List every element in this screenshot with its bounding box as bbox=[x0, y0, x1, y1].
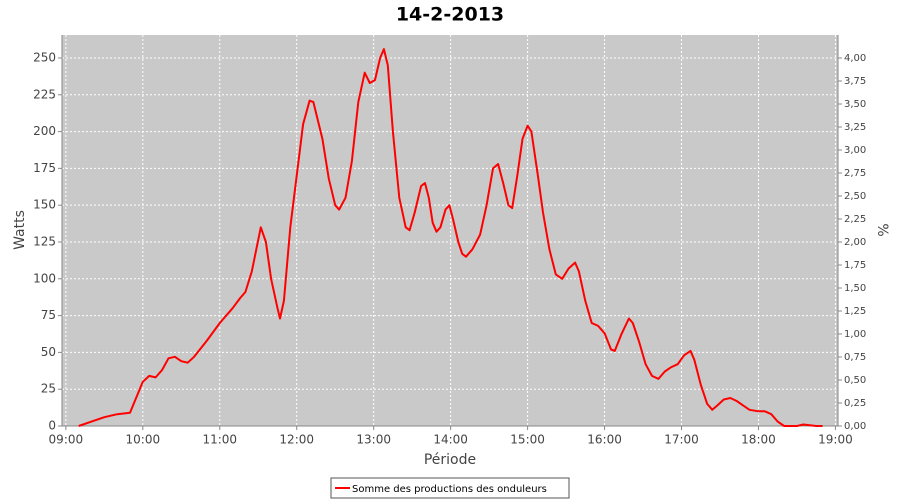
x-tick-label: 13:00 bbox=[356, 433, 391, 447]
legend bbox=[330, 477, 570, 499]
y2-tick-label: 2,75 bbox=[844, 168, 866, 179]
y-tick-label: 175 bbox=[33, 161, 56, 175]
plot-area bbox=[62, 35, 838, 426]
y-axis-title: Watts bbox=[12, 210, 28, 250]
legend-label: Somme des productions des onduleurs bbox=[352, 484, 547, 495]
x-tick-label: 11:00 bbox=[202, 433, 237, 447]
y-tick-label: 250 bbox=[33, 50, 56, 64]
y-tick-label: 25 bbox=[41, 382, 56, 396]
x-tick-label: 10:00 bbox=[126, 433, 161, 447]
y-tick-label: 0 bbox=[48, 419, 56, 433]
y2-tick-label: 3,25 bbox=[844, 122, 866, 133]
y-tick-label: 200 bbox=[33, 124, 56, 138]
y2-tick-label: 1,75 bbox=[844, 260, 866, 271]
y2-tick-label: 0,75 bbox=[844, 352, 866, 363]
x-axis-title: Période bbox=[424, 452, 476, 468]
y2-tick-label: 4,00 bbox=[844, 53, 866, 64]
y2-tick-label: 3,75 bbox=[844, 76, 866, 87]
y2-tick-label: 3,00 bbox=[844, 145, 866, 156]
y2-tick-label: 0,25 bbox=[844, 398, 866, 409]
y2-tick-label: 0,50 bbox=[844, 375, 866, 386]
x-tick-label: 17:00 bbox=[664, 433, 699, 447]
y2-tick-label: 0,00 bbox=[844, 421, 866, 432]
series-line bbox=[78, 48, 823, 427]
y-tick-label: 100 bbox=[33, 271, 56, 285]
y-tick-label: 125 bbox=[33, 234, 56, 248]
x-tick-label: 18:00 bbox=[741, 433, 776, 447]
x-tick-label: 16:00 bbox=[587, 433, 622, 447]
y-tick-label: 225 bbox=[33, 87, 56, 101]
y2-tick-label: 1,50 bbox=[844, 283, 866, 294]
y2-tick-label: 2,00 bbox=[844, 237, 866, 248]
x-tick-label: 09:00 bbox=[49, 433, 84, 447]
y-tick-label: 150 bbox=[33, 198, 56, 212]
x-tick-label: 12:00 bbox=[279, 433, 314, 447]
chart-title: 14-2-2013 bbox=[396, 4, 504, 26]
y2-tick-label: 1,25 bbox=[844, 306, 866, 317]
x-tick-label: 19:00 bbox=[818, 433, 853, 447]
y2-tick-label: 2,25 bbox=[844, 214, 866, 225]
x-tick-label: 15:00 bbox=[510, 433, 545, 447]
x-tick-label: 14:00 bbox=[433, 433, 468, 447]
y2-tick-label: 2,50 bbox=[844, 191, 866, 202]
y-tick-label: 75 bbox=[41, 308, 56, 322]
y2-tick-label: 1,00 bbox=[844, 329, 866, 340]
y2-axis-title: % bbox=[874, 223, 890, 236]
y2-tick-label: 3,50 bbox=[844, 99, 866, 110]
y-tick-label: 50 bbox=[41, 345, 56, 359]
